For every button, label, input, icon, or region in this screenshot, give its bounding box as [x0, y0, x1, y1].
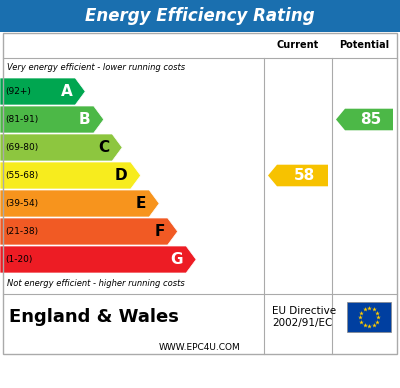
- Text: 58: 58: [294, 168, 315, 183]
- Polygon shape: [0, 106, 104, 133]
- Text: (21-38): (21-38): [5, 227, 38, 236]
- Text: England & Wales: England & Wales: [9, 308, 179, 326]
- Text: Potential: Potential: [340, 40, 390, 50]
- Text: (81-91): (81-91): [5, 115, 38, 124]
- Text: EU Directive
2002/91/EC: EU Directive 2002/91/EC: [272, 306, 336, 328]
- Text: (55-68): (55-68): [5, 171, 38, 180]
- Text: Energy Efficiency Rating: Energy Efficiency Rating: [85, 7, 315, 25]
- Text: Very energy efficient - lower running costs: Very energy efficient - lower running co…: [7, 64, 185, 73]
- Bar: [347, 302, 391, 332]
- Polygon shape: [0, 162, 141, 189]
- Text: A: A: [60, 84, 72, 99]
- Text: (69-80): (69-80): [5, 143, 38, 152]
- Text: Not energy efficient - higher running costs: Not energy efficient - higher running co…: [7, 279, 185, 289]
- Text: F: F: [154, 224, 165, 239]
- Text: (92+): (92+): [5, 87, 31, 96]
- Bar: [3, 33, 397, 354]
- Polygon shape: [0, 246, 196, 273]
- Polygon shape: [0, 218, 178, 245]
- Text: (1-20): (1-20): [5, 255, 32, 264]
- Polygon shape: [0, 134, 122, 161]
- Text: D: D: [115, 168, 128, 183]
- Text: 85: 85: [360, 112, 382, 127]
- Text: B: B: [79, 112, 91, 127]
- Polygon shape: [268, 165, 328, 186]
- Text: (39-54): (39-54): [5, 199, 38, 208]
- Polygon shape: [0, 190, 159, 217]
- Text: G: G: [171, 252, 183, 267]
- Text: E: E: [136, 196, 146, 211]
- Polygon shape: [336, 109, 393, 130]
- Bar: [0, 0, 400, 32]
- Text: C: C: [98, 140, 109, 155]
- Polygon shape: [0, 78, 85, 105]
- Text: WWW.EPC4U.COM: WWW.EPC4U.COM: [159, 343, 241, 352]
- Bar: [3, 33, 397, 354]
- Text: Current: Current: [277, 40, 319, 50]
